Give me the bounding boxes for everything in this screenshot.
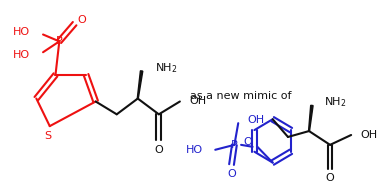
Text: OH: OH: [189, 96, 206, 107]
Text: OH: OH: [248, 115, 265, 125]
Text: O: O: [244, 137, 253, 147]
Text: NH$_2$: NH$_2$: [324, 95, 347, 109]
Text: as a new mimic of: as a new mimic of: [191, 91, 292, 101]
Text: O: O: [227, 169, 236, 179]
Text: P: P: [231, 140, 238, 150]
Text: OH: OH: [361, 130, 378, 140]
Text: HO: HO: [186, 145, 203, 155]
Text: O: O: [326, 173, 335, 183]
Text: HO: HO: [12, 50, 29, 60]
Text: S: S: [44, 131, 51, 141]
Text: P: P: [56, 36, 63, 46]
Polygon shape: [137, 71, 143, 99]
Text: O: O: [77, 15, 86, 25]
Text: NH$_2$: NH$_2$: [155, 61, 178, 75]
Text: HO: HO: [12, 26, 29, 37]
Text: O: O: [155, 145, 163, 155]
Polygon shape: [308, 105, 313, 131]
